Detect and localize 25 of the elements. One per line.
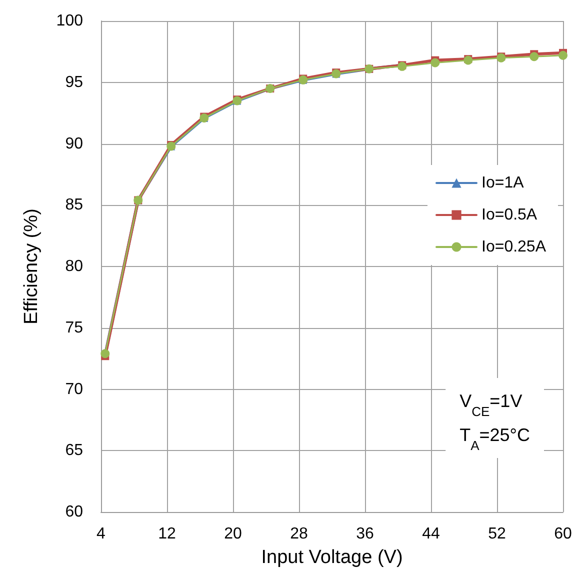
x-tick-label: 28: [290, 526, 308, 542]
x-tick-label: 4: [96, 526, 106, 542]
y-tick-label: 95: [65, 74, 84, 91]
x-tick-label: 60: [554, 526, 572, 542]
x-tick-label: 12: [158, 526, 176, 542]
x-tick-label: 44: [422, 526, 440, 542]
y-tick-label: 65: [65, 442, 84, 460]
y-tick-label: 85: [65, 196, 84, 214]
y-tick-label: 100: [56, 12, 84, 30]
y-tick-label: 70: [65, 380, 84, 398]
y-tick-label: 60: [65, 504, 84, 520]
legend-label: Io=1A: [482, 174, 524, 192]
x-axis-title: Input Voltage (V): [261, 547, 403, 568]
y-tick-label: 80: [65, 258, 84, 275]
y-tick-label: 75: [65, 319, 84, 336]
legend-label: Io=0.5A: [482, 206, 538, 224]
legend-label: Io=0.25A: [482, 238, 546, 256]
y-tick-label: 90: [65, 135, 84, 152]
point: [558, 50, 568, 60]
x-tick-label: 52: [488, 526, 506, 542]
x-tick-label: 20: [224, 526, 242, 542]
point: [530, 52, 539, 62]
point: [430, 58, 440, 68]
y-axis-title: Efficiency (%): [21, 208, 42, 324]
x-tick-label: 36: [356, 526, 374, 542]
